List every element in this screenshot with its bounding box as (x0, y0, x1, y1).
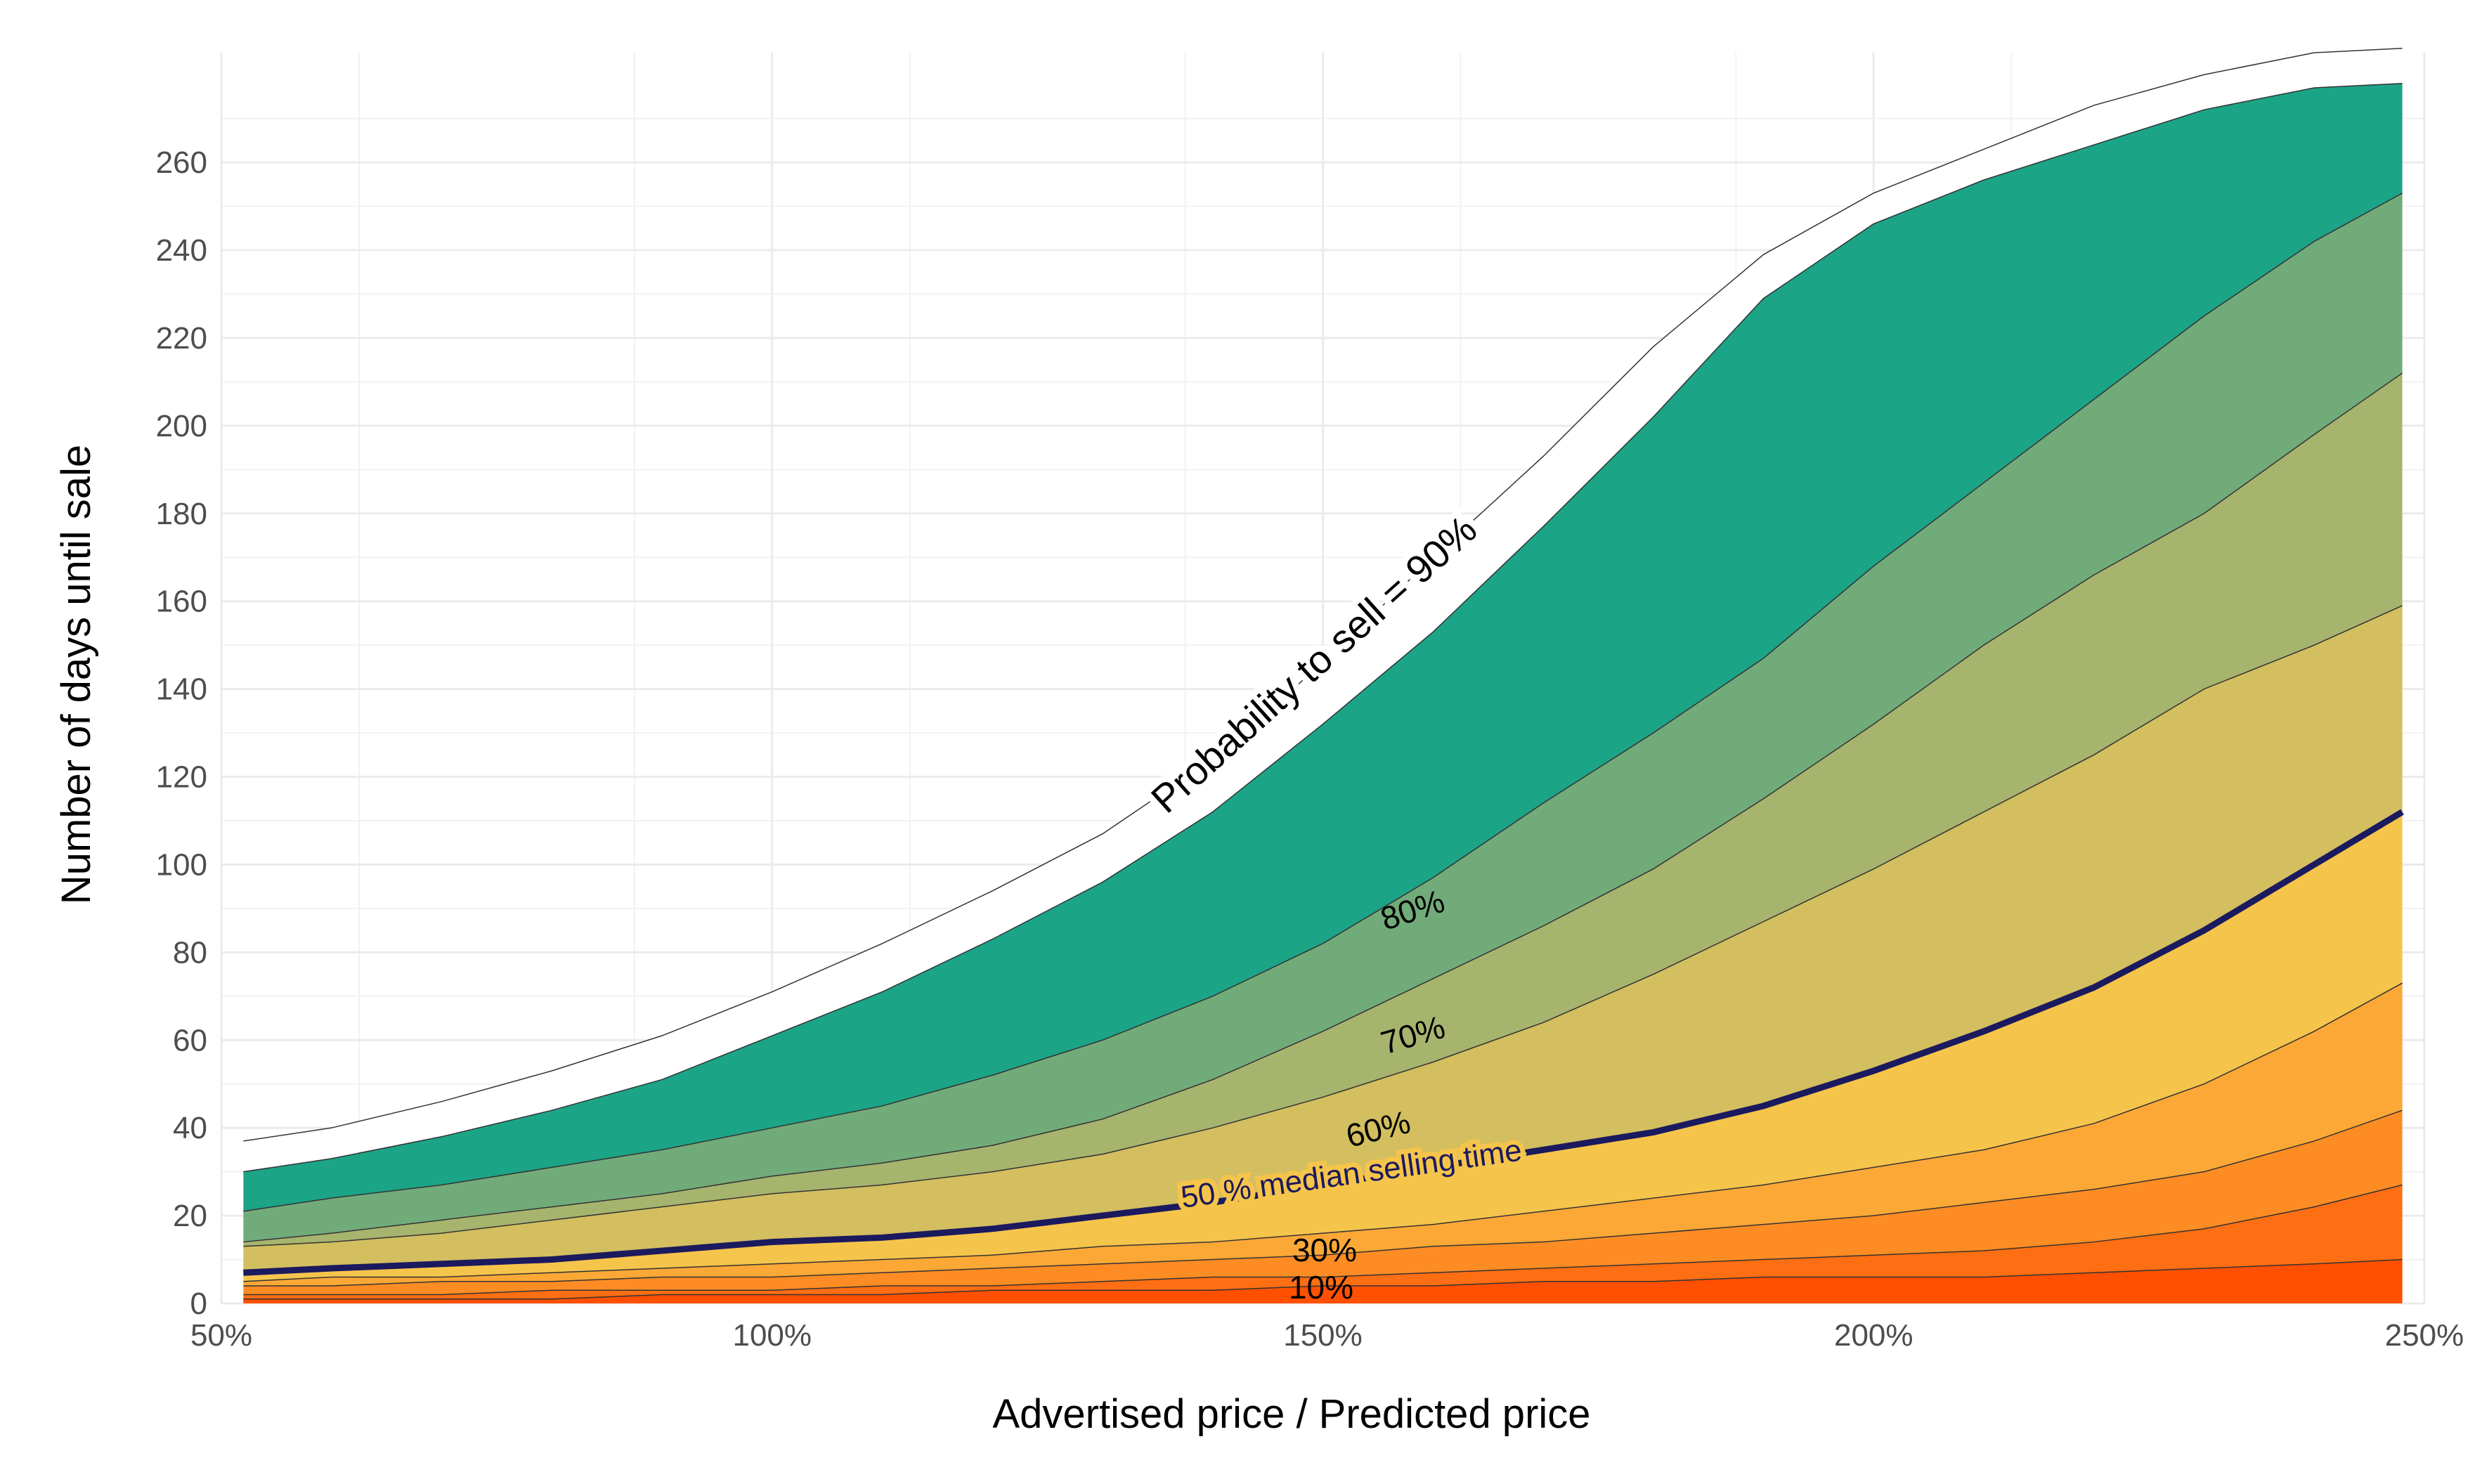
label-10: 10% (1289, 1269, 1353, 1306)
band-boundary-line (243, 1109, 2403, 1287)
area-band-7 (243, 372, 2403, 1247)
x-tick-label: 100% (732, 1318, 812, 1353)
y-tick-label: 260 (156, 145, 207, 180)
y-tick-label: 140 (156, 672, 207, 707)
x-tick-label: 150% (1283, 1318, 1363, 1353)
band-boundary-line (243, 372, 2403, 1243)
y-tick-label: 100 (156, 847, 207, 882)
y-tick-label: 160 (156, 585, 207, 619)
y-tick-label: 200 (156, 409, 207, 443)
y-tick-label: 0 (190, 1287, 207, 1321)
band-boundary-line (243, 193, 2403, 1212)
y-tick-label: 80 (173, 935, 207, 970)
y-tick-label: 40 (173, 1111, 207, 1145)
area-band-6 (243, 605, 2403, 1273)
area-bands (243, 48, 2403, 1303)
y-tick-label: 220 (156, 321, 207, 356)
area-band-9 (243, 83, 2403, 1211)
outer-band-line (243, 48, 2403, 1142)
band-boundary-line (243, 1258, 2403, 1300)
area-band-2 (243, 1185, 2403, 1299)
x-tick-label: 200% (1834, 1318, 1913, 1353)
area-band-4 (243, 983, 2403, 1287)
area-band-5 (243, 812, 2403, 1282)
y-tick-label: 120 (156, 760, 207, 795)
y-tick-label: 180 (156, 497, 207, 531)
band-boundary-line (243, 605, 2403, 1247)
x-axis-title: Advertised price / Predicted price (992, 1391, 1590, 1437)
y-axis-ticks: 0 20 40 60 80 100 120 140 160 180 200 220 240 260 (156, 145, 207, 1321)
band-boundaries (243, 48, 2404, 1300)
band-boundary-line (243, 82, 2403, 1173)
y-tick-label: 60 (173, 1023, 207, 1057)
area-band-1 (243, 1259, 2403, 1303)
x-tick-label: 250% (2385, 1318, 2464, 1353)
band-boundary-line (243, 1184, 2403, 1296)
label-30: 30% (1292, 1232, 1357, 1268)
x-tick-label: 50% (190, 1318, 252, 1353)
area-band-3 (243, 1110, 2403, 1295)
y-tick-label: 20 (173, 1199, 207, 1233)
x-axis-ticks: 50% 100% 150% 200% 250% (190, 1318, 2464, 1353)
median-line (243, 809, 2404, 1276)
y-tick-label: 240 (156, 233, 207, 268)
band-boundary-line (243, 982, 2403, 1282)
y-axis-title: Number of days until sale (53, 445, 99, 904)
